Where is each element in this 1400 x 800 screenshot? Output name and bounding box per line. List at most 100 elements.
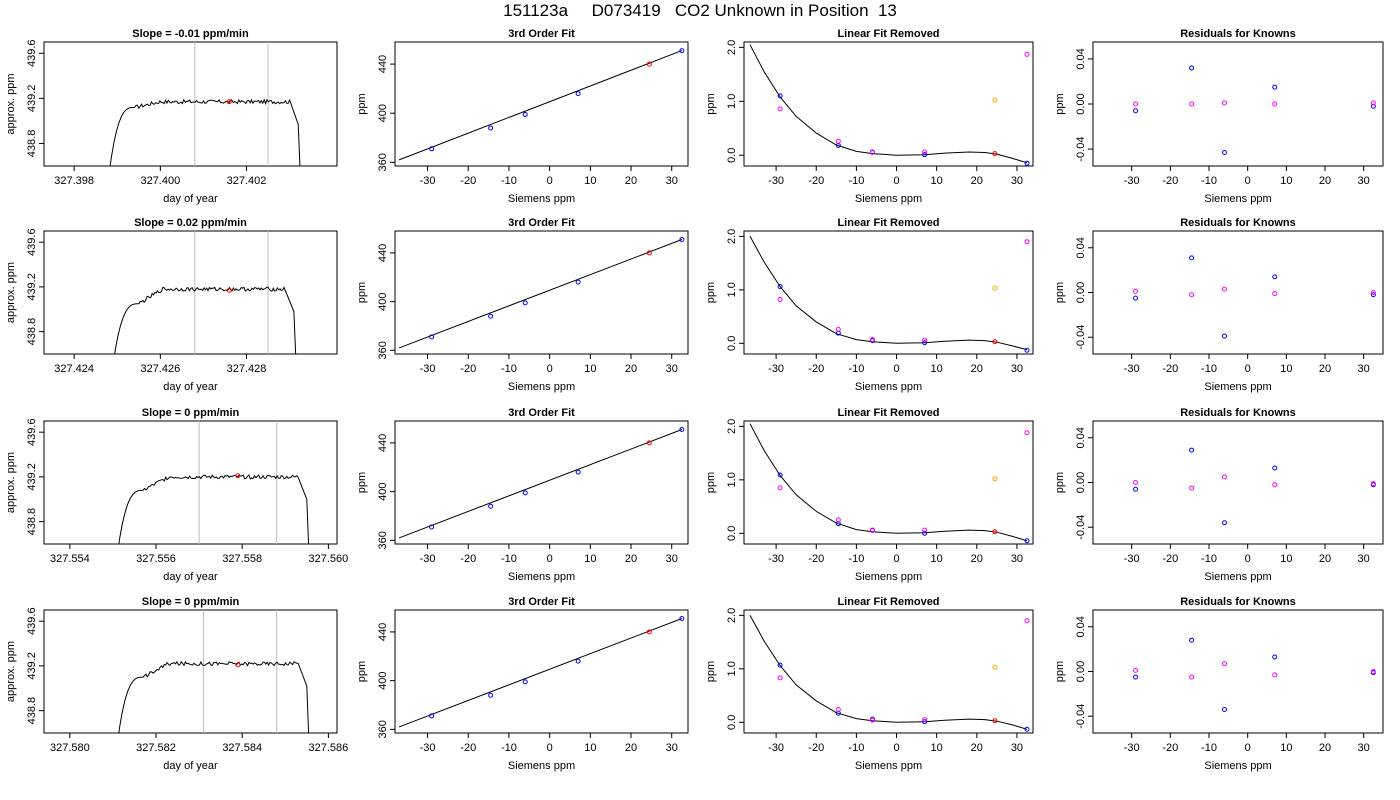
x-axis-label: Siemens ppm	[1204, 381, 1271, 393]
data-point	[522, 300, 528, 306]
y-tick-label: 400	[377, 292, 389, 310]
data-point	[922, 152, 928, 158]
y-axis-label: ppm	[705, 661, 717, 682]
data-point	[777, 675, 783, 681]
data-point	[1221, 707, 1227, 713]
y-tick-label: 440	[377, 55, 389, 73]
x-tick-label: 30	[666, 742, 678, 754]
y-tick-label: 0.04	[1075, 237, 1087, 258]
data-point	[835, 517, 841, 523]
y-tick-label: 439.2	[26, 463, 38, 491]
data-point	[777, 93, 783, 99]
plot-area	[109, 42, 301, 166]
plot-frame	[43, 230, 338, 355]
y-axis-label: ppm	[356, 282, 368, 303]
y-tick-label: -0.04	[1075, 704, 1087, 729]
data-point	[835, 706, 841, 712]
chart-panel: Linear Fit Removed -30 -20 -10 0 10 20 30 0.0 1.0…	[705, 217, 1034, 393]
y-tick-label: 400	[377, 482, 389, 500]
data-point	[835, 326, 841, 332]
data-point	[1024, 618, 1030, 624]
chart-panel: Slope = -0.01 ppm/min 327.398 327.400 327.4…	[5, 28, 338, 205]
y-tick-label: 439.6	[26, 418, 38, 446]
x-tick-label: 30	[1011, 742, 1023, 754]
data-series	[992, 718, 998, 724]
analyzer-trace-line	[118, 660, 310, 733]
chart-panel: Linear Fit Removed -30 -20 -10 0 10 20 30 0.0 1.0…	[705, 407, 1034, 583]
y-tick-label: 400	[377, 671, 389, 689]
unknown-point	[226, 99, 232, 105]
data-point	[646, 250, 652, 256]
plot-area	[1133, 255, 1376, 339]
data-point	[575, 469, 581, 475]
x-axis-label: Siemens ppm	[1204, 193, 1271, 205]
chart-panel: 3rd Order Fit -30 -20 -10 0 10 20 30 360 400 440 Si…	[356, 28, 689, 205]
data-series	[1133, 474, 1376, 491]
fit-curve	[749, 44, 1028, 164]
data-point	[992, 339, 998, 345]
chart-title: Linear Fit Removed	[837, 596, 939, 608]
chart-panel: Residuals for Knowns -30 -20 -10 0 10 20 30 -0.0…	[1054, 407, 1384, 583]
y-tick-label: 0.00	[1075, 282, 1087, 303]
chart-title: Linear Fit Removed	[837, 407, 939, 419]
plot-frame	[743, 230, 1034, 355]
plot-area	[118, 421, 310, 544]
fit-line	[398, 239, 683, 349]
x-tick-label: -30	[1124, 363, 1140, 375]
data-point	[1189, 255, 1195, 261]
data-series	[992, 664, 998, 670]
y-tick-label: 0.0	[726, 715, 738, 730]
x-tick-label: -10	[501, 363, 517, 375]
data-point	[575, 279, 581, 285]
data-point	[1189, 674, 1195, 680]
data-point	[1370, 481, 1376, 487]
data-point	[1272, 101, 1278, 107]
data-point	[869, 717, 875, 723]
data-point	[777, 662, 783, 668]
x-tick-label: -10	[1201, 553, 1217, 565]
data-point	[1221, 149, 1227, 155]
plot-frame	[43, 41, 338, 167]
x-tick-label: 20	[971, 363, 983, 375]
x-tick-label: 0	[893, 175, 899, 187]
x-axis-label: Siemens ppm	[855, 381, 922, 393]
page-title: 151123a D073419 CO2 Unknown in Position …	[503, 1, 897, 20]
x-tick-label: 0	[893, 742, 899, 754]
x-tick-label: 20	[1319, 175, 1331, 187]
plot-area	[398, 237, 685, 349]
data-point	[992, 476, 998, 482]
data-series	[992, 285, 998, 291]
y-axis-label: ppm	[705, 282, 717, 303]
data-point	[1189, 292, 1195, 298]
data-point	[646, 629, 652, 635]
y-axis-label: approx. ppm	[5, 73, 17, 134]
data-point	[488, 692, 494, 698]
data-point	[646, 440, 652, 446]
x-tick-label: 10	[1280, 742, 1292, 754]
x-tick-label: 327.586	[308, 742, 348, 754]
analyzer-trace-line	[109, 98, 301, 166]
x-tick-label: 327.424	[54, 363, 94, 375]
plot-frame	[1092, 420, 1384, 545]
chart-title: Residuals for Knowns	[1180, 407, 1296, 419]
x-tick-label: 30	[1011, 553, 1023, 565]
x-tick-label: 0	[547, 553, 553, 565]
x-tick-label: 327.560	[308, 553, 348, 565]
plot-frame	[1092, 609, 1384, 734]
chart-title: Slope = 0 ppm/min	[142, 596, 240, 608]
x-tick-label: 327.398	[54, 175, 94, 187]
plot-frame	[743, 609, 1034, 734]
data-point	[575, 658, 581, 664]
chart-title: Residuals for Knowns	[1180, 596, 1296, 608]
y-tick-label: 439.2	[26, 652, 38, 680]
y-tick-label: 400	[377, 104, 389, 122]
y-tick-label: 1.0	[726, 661, 738, 676]
data-series	[1133, 286, 1376, 298]
data-point	[1272, 672, 1278, 678]
data-point	[488, 313, 494, 319]
y-axis-label: approx. ppm	[5, 262, 17, 323]
data-point	[575, 91, 581, 97]
chart-panel: Slope = 0 ppm/min 327.580 327.582 327.584 32…	[5, 596, 348, 772]
data-series	[992, 529, 998, 535]
